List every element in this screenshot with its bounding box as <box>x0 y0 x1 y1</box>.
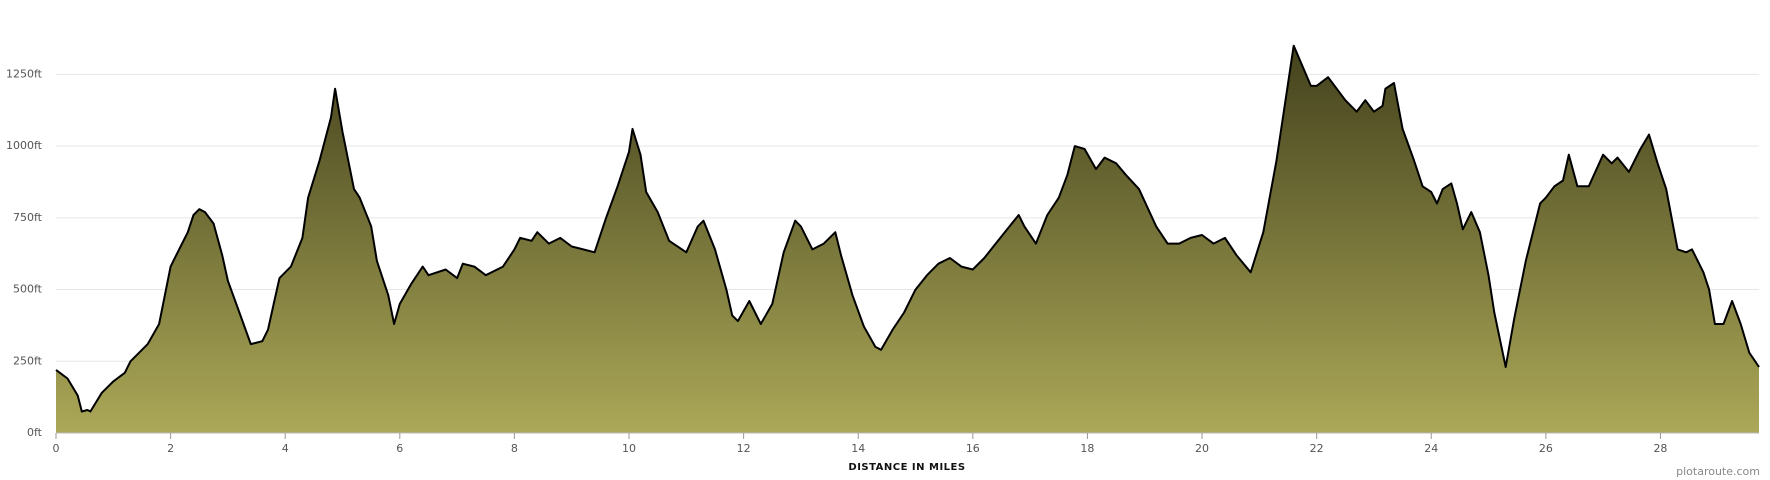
x-tick-label: 24 <box>1424 442 1438 455</box>
area-fill <box>56 45 1759 433</box>
x-tick-label: 6 <box>396 442 403 455</box>
x-tick-label: 18 <box>1080 442 1094 455</box>
y-tick-label: 0ft <box>27 426 43 439</box>
y-tick-label: 1250ft <box>6 67 43 80</box>
y-tick-label: 250ft <box>13 354 43 367</box>
x-tick-label: 2 <box>167 442 174 455</box>
x-axis-label: DISTANCE IN MILES <box>848 462 965 473</box>
x-tick-label: 12 <box>737 442 751 455</box>
x-tick-label: 14 <box>851 442 865 455</box>
x-tick-label: 26 <box>1539 442 1553 455</box>
credit: plotaroute.com <box>1676 465 1760 478</box>
x-tick-label: 4 <box>282 442 289 455</box>
x-tick-label: 16 <box>966 442 980 455</box>
x-tick-label: 10 <box>622 442 636 455</box>
x-tick-label: 0 <box>53 442 60 455</box>
y-tick-label: 750ft <box>13 211 43 224</box>
y-tick-label: 1000ft <box>6 139 43 152</box>
elevation-line <box>55 44 1760 413</box>
y-tick-label: 500ft <box>13 283 43 296</box>
x-tick-label: 8 <box>511 442 518 455</box>
x-tick-label: 22 <box>1310 442 1324 455</box>
x-tick-label: 28 <box>1653 442 1667 455</box>
x-tick-label: 20 <box>1195 442 1209 455</box>
